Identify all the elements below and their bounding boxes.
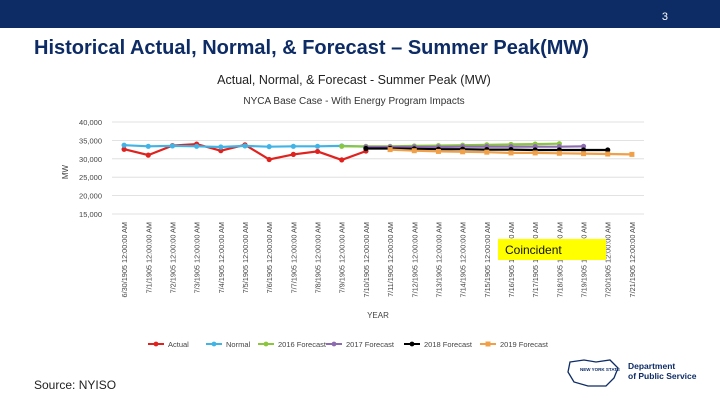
data-point: [605, 147, 611, 153]
y-tick-label: 35,000: [79, 136, 102, 145]
legend-marker: [485, 341, 491, 347]
data-point: [145, 152, 151, 158]
data-point: [290, 151, 296, 157]
x-tick-label: 7/8/1905 12:00:00 AM: [314, 222, 323, 293]
x-tick-label: 7/21/1905 12:00:00 AM: [628, 222, 637, 297]
legend: Actual Normal 2016 Forecast 2017 Forecast 20…: [148, 340, 549, 349]
y-axis: 15,000 20,000 25,000 30,000 35,000 40,000: [79, 118, 102, 219]
legend-label: 2019 Forecast: [500, 340, 549, 349]
source-note: Source: NYISO: [34, 378, 117, 392]
data-point: [460, 149, 466, 155]
data-point: [218, 148, 224, 154]
grid-lines: [112, 121, 644, 215]
y-tick-label: 40,000: [79, 118, 102, 127]
x-tick-label: 7/5/1905 12:00:00 AM: [241, 222, 250, 293]
x-tick-label: 7/7/1905 12:00:00 AM: [289, 222, 298, 293]
chart-title: Actual, Normal, & Forecast - Summer Peak…: [217, 73, 491, 87]
logo-text: Department of Public Service: [628, 361, 697, 381]
x-tick-label: 6/30/1905 12:00:00 AM: [120, 222, 129, 297]
chart-subtitle: NYCA Base Case - With Energy Program Imp…: [243, 96, 464, 107]
coincident-annotation: Coincident: [505, 243, 562, 257]
y-tick-label: 30,000: [79, 155, 102, 164]
legend-label: Normal: [226, 340, 251, 349]
page-number: 3: [661, 11, 668, 23]
x-tick-label: 7/3/1905 12:00:00 AM: [193, 222, 202, 293]
data-point: [363, 145, 369, 152]
state-outline-icon: [567, 359, 619, 387]
data-point: [266, 156, 272, 163]
logo-line-1: Department: [628, 361, 676, 371]
x-axis-label: YEAR: [367, 311, 389, 320]
data-point: [435, 148, 441, 154]
data-point: [314, 148, 321, 155]
legend-marker: [263, 341, 269, 347]
series-line: [365, 145, 584, 149]
legend-label: 2017 Forecast: [346, 340, 395, 349]
x-tick-label: 7/4/1905 12:00:00 AM: [217, 222, 226, 293]
legend-label: 2018 Forecast: [424, 340, 473, 349]
legend-marker: [153, 341, 159, 347]
data-point: [290, 143, 296, 149]
y-tick-label: 20,000: [79, 192, 102, 201]
y-tick-label: 15,000: [79, 210, 102, 219]
series-lines: [121, 141, 635, 163]
data-point: [387, 147, 393, 153]
data-point: [629, 151, 635, 157]
logo-line-2: of Public Service: [628, 371, 697, 381]
top-banner: 3: [0, 0, 720, 28]
data-point: [314, 143, 321, 149]
data-point: [532, 150, 538, 156]
data-point: [266, 144, 272, 150]
data-point: [194, 143, 200, 149]
data-point: [581, 151, 587, 157]
x-tick-label: 7/9/1905 12:00:00 AM: [338, 222, 347, 293]
data-point: [484, 149, 490, 155]
data-point: [218, 144, 224, 150]
y-axis-label: MW: [61, 164, 70, 179]
legend-marker: [409, 341, 415, 347]
slide-title: Historical Actual, Normal, & Forecast – …: [34, 37, 589, 59]
data-point: [339, 143, 345, 149]
x-tick-label: 7/12/1905 12:00:00 AM: [410, 222, 419, 297]
x-tick-label: 7/6/1905 12:00:00 AM: [265, 222, 274, 293]
x-tick-label: 7/10/1905 12:00:00 AM: [362, 222, 371, 297]
logo-state-text: NEW YORK STATE: [580, 367, 620, 372]
data-point: [242, 143, 248, 149]
data-point: [605, 151, 611, 157]
data-point: [580, 143, 587, 149]
data-point: [169, 143, 176, 149]
nys-dps-logo: NEW YORK STATE: [567, 359, 620, 387]
x-tick-label: 7/20/1905 12:00:00 AM: [604, 222, 613, 297]
legend-marker: [211, 341, 217, 347]
data-point: [556, 150, 562, 156]
x-tick-label: 7/15/1905 12:00:00 AM: [483, 222, 492, 297]
data-point: [145, 143, 151, 149]
legend-marker: [331, 341, 337, 347]
data-point: [121, 146, 127, 152]
legend-label: 2016 Forecast: [278, 340, 327, 349]
data-point: [508, 150, 514, 156]
x-tick-label: 7/11/1905 12:00:00 AM: [386, 222, 395, 297]
legend-label: Actual: [168, 340, 189, 349]
data-point: [339, 157, 345, 163]
y-tick-label: 25,000: [79, 173, 102, 182]
x-tick-label: 7/1/1905 12:00:00 AM: [144, 222, 153, 293]
x-tick-label: 7/14/1905 12:00:00 AM: [459, 222, 468, 297]
x-tick-label: 7/13/1905 12:00:00 AM: [434, 222, 443, 297]
x-tick-label: 7/2/1905 12:00:00 AM: [168, 222, 177, 293]
data-point: [411, 148, 417, 154]
data-point: [121, 142, 127, 148]
coincident-annotation-box: [498, 239, 606, 260]
